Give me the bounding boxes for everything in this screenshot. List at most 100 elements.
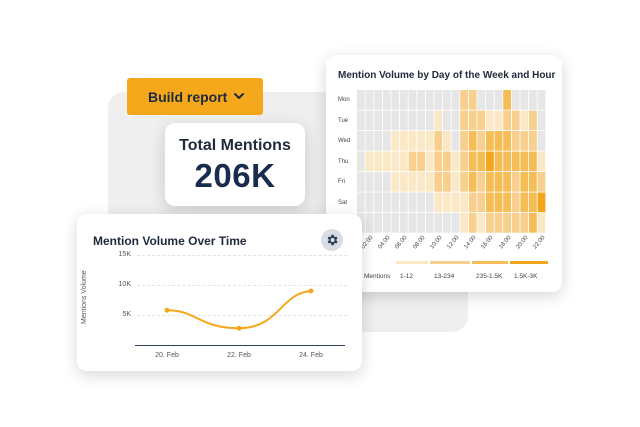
heatmap-cell [443,110,451,131]
heatmap-cell [357,110,365,131]
legend-swatch [472,261,508,264]
heatmap-cell [425,213,434,233]
heatmap-cell [382,192,391,213]
heatmap-cell [529,151,537,172]
data-point [164,307,170,313]
heatmap-cell [537,172,546,192]
heatmap-cell [486,213,494,233]
heatmap-cell [503,90,511,110]
heatmap-cell [434,151,443,172]
heatmap-cell [357,192,365,213]
heatmap-cell [503,172,511,192]
heatmap-cell [382,172,391,192]
x-axis-line [135,345,345,346]
heatmap-cell [434,192,443,213]
heatmap-cell [520,131,529,151]
total-mentions-card: Total Mentions 206K [165,123,305,206]
heatmap-day-label: Sat [338,199,348,206]
heatmap-cell [400,90,408,110]
heatmap-cell [417,90,425,110]
heatmap-cell [443,90,451,110]
heatmap-cell [391,172,400,192]
heatmap-cell [400,110,408,131]
heatmap-cell [460,151,468,172]
heatmap-cell [365,110,374,131]
heatmap-cell [451,213,460,233]
x-tick-label: 20. Feb [155,352,179,359]
series-line [166,290,312,330]
heatmap-cell [494,151,503,172]
heatmap-cell [365,131,374,151]
heatmap-day-label: Tue [338,117,349,124]
heatmap-cell [365,213,374,233]
heatmap-day-label: Wed [338,138,351,144]
heatmap-cell [365,90,374,110]
settings-button[interactable] [321,229,343,251]
legend-range-label: 1-12 [400,273,414,280]
heatmap-cell [382,110,391,131]
heatmap-cell [451,90,460,110]
heatmap-cell [451,192,460,213]
heatmap-cell [365,151,374,172]
heatmap-cell [468,110,477,131]
heatmap-cell [520,213,529,233]
legend-range-label: 1.5K-3K [514,273,538,280]
heatmap-cell [529,90,537,110]
grid-line [137,255,347,256]
total-mentions-value: 206K [194,157,276,194]
heatmap-cell [468,90,477,110]
heatmap-cell [494,172,503,192]
heatmap-cell [382,131,391,151]
heatmap-cell [511,110,520,131]
heatmap-cell [511,172,520,192]
heatmap-cell [451,110,460,131]
heatmap-cell [468,131,477,151]
heatmap-cell [451,151,460,172]
y-tick-label: 15K [118,251,131,258]
build-report-button[interactable]: Build report [127,78,263,115]
heatmap-cell [408,131,417,151]
heatmap-cell [503,192,511,213]
heatmap-cell [468,151,477,172]
line-chart-title: Mention Volume Over Time [93,234,247,248]
heatmap-cell [408,213,417,233]
heatmap-day-label: Mon [338,97,350,103]
heatmap-cell [520,151,529,172]
heatmap-cell [511,151,520,172]
heatmap-cell [460,172,468,192]
heatmap-cell [400,151,408,172]
heatmap-card: Mention Volume by Day of the Week and Ho… [326,55,562,292]
heatmap-cell [400,131,408,151]
heatmap-cell [443,213,451,233]
x-tick-label: 24. Feb [299,352,323,359]
heatmap-cell [417,213,425,233]
data-point [236,325,242,331]
heatmap-cell [391,90,400,110]
legend-swatch [510,261,548,264]
grid-line [137,315,347,316]
heatmap-cell [494,90,503,110]
y-tick-label: 5K [122,311,131,318]
heatmap-cell [374,213,382,233]
heatmap-cell [477,192,486,213]
heatmap-cell [468,172,477,192]
heatmap-cell [434,213,443,233]
heatmap-cell [529,131,537,151]
heatmap-cell [537,90,546,110]
heatmap-cell [434,172,443,192]
heatmap-cell [529,192,537,213]
heatmap-cell [374,192,382,213]
heatmap-cell [486,90,494,110]
heatmap-cell [417,192,425,213]
heatmap-cell [486,192,494,213]
heatmap-cell [451,131,460,151]
heatmap-cell [400,213,408,233]
heatmap-cell [460,90,468,110]
legend-range-label: 235-1.5K [476,273,503,280]
heatmap-cell [408,172,417,192]
heatmap-cell [443,192,451,213]
heatmap-cell [494,110,503,131]
heatmap-cell [382,213,391,233]
data-point [308,288,314,294]
heatmap-cell [434,90,443,110]
